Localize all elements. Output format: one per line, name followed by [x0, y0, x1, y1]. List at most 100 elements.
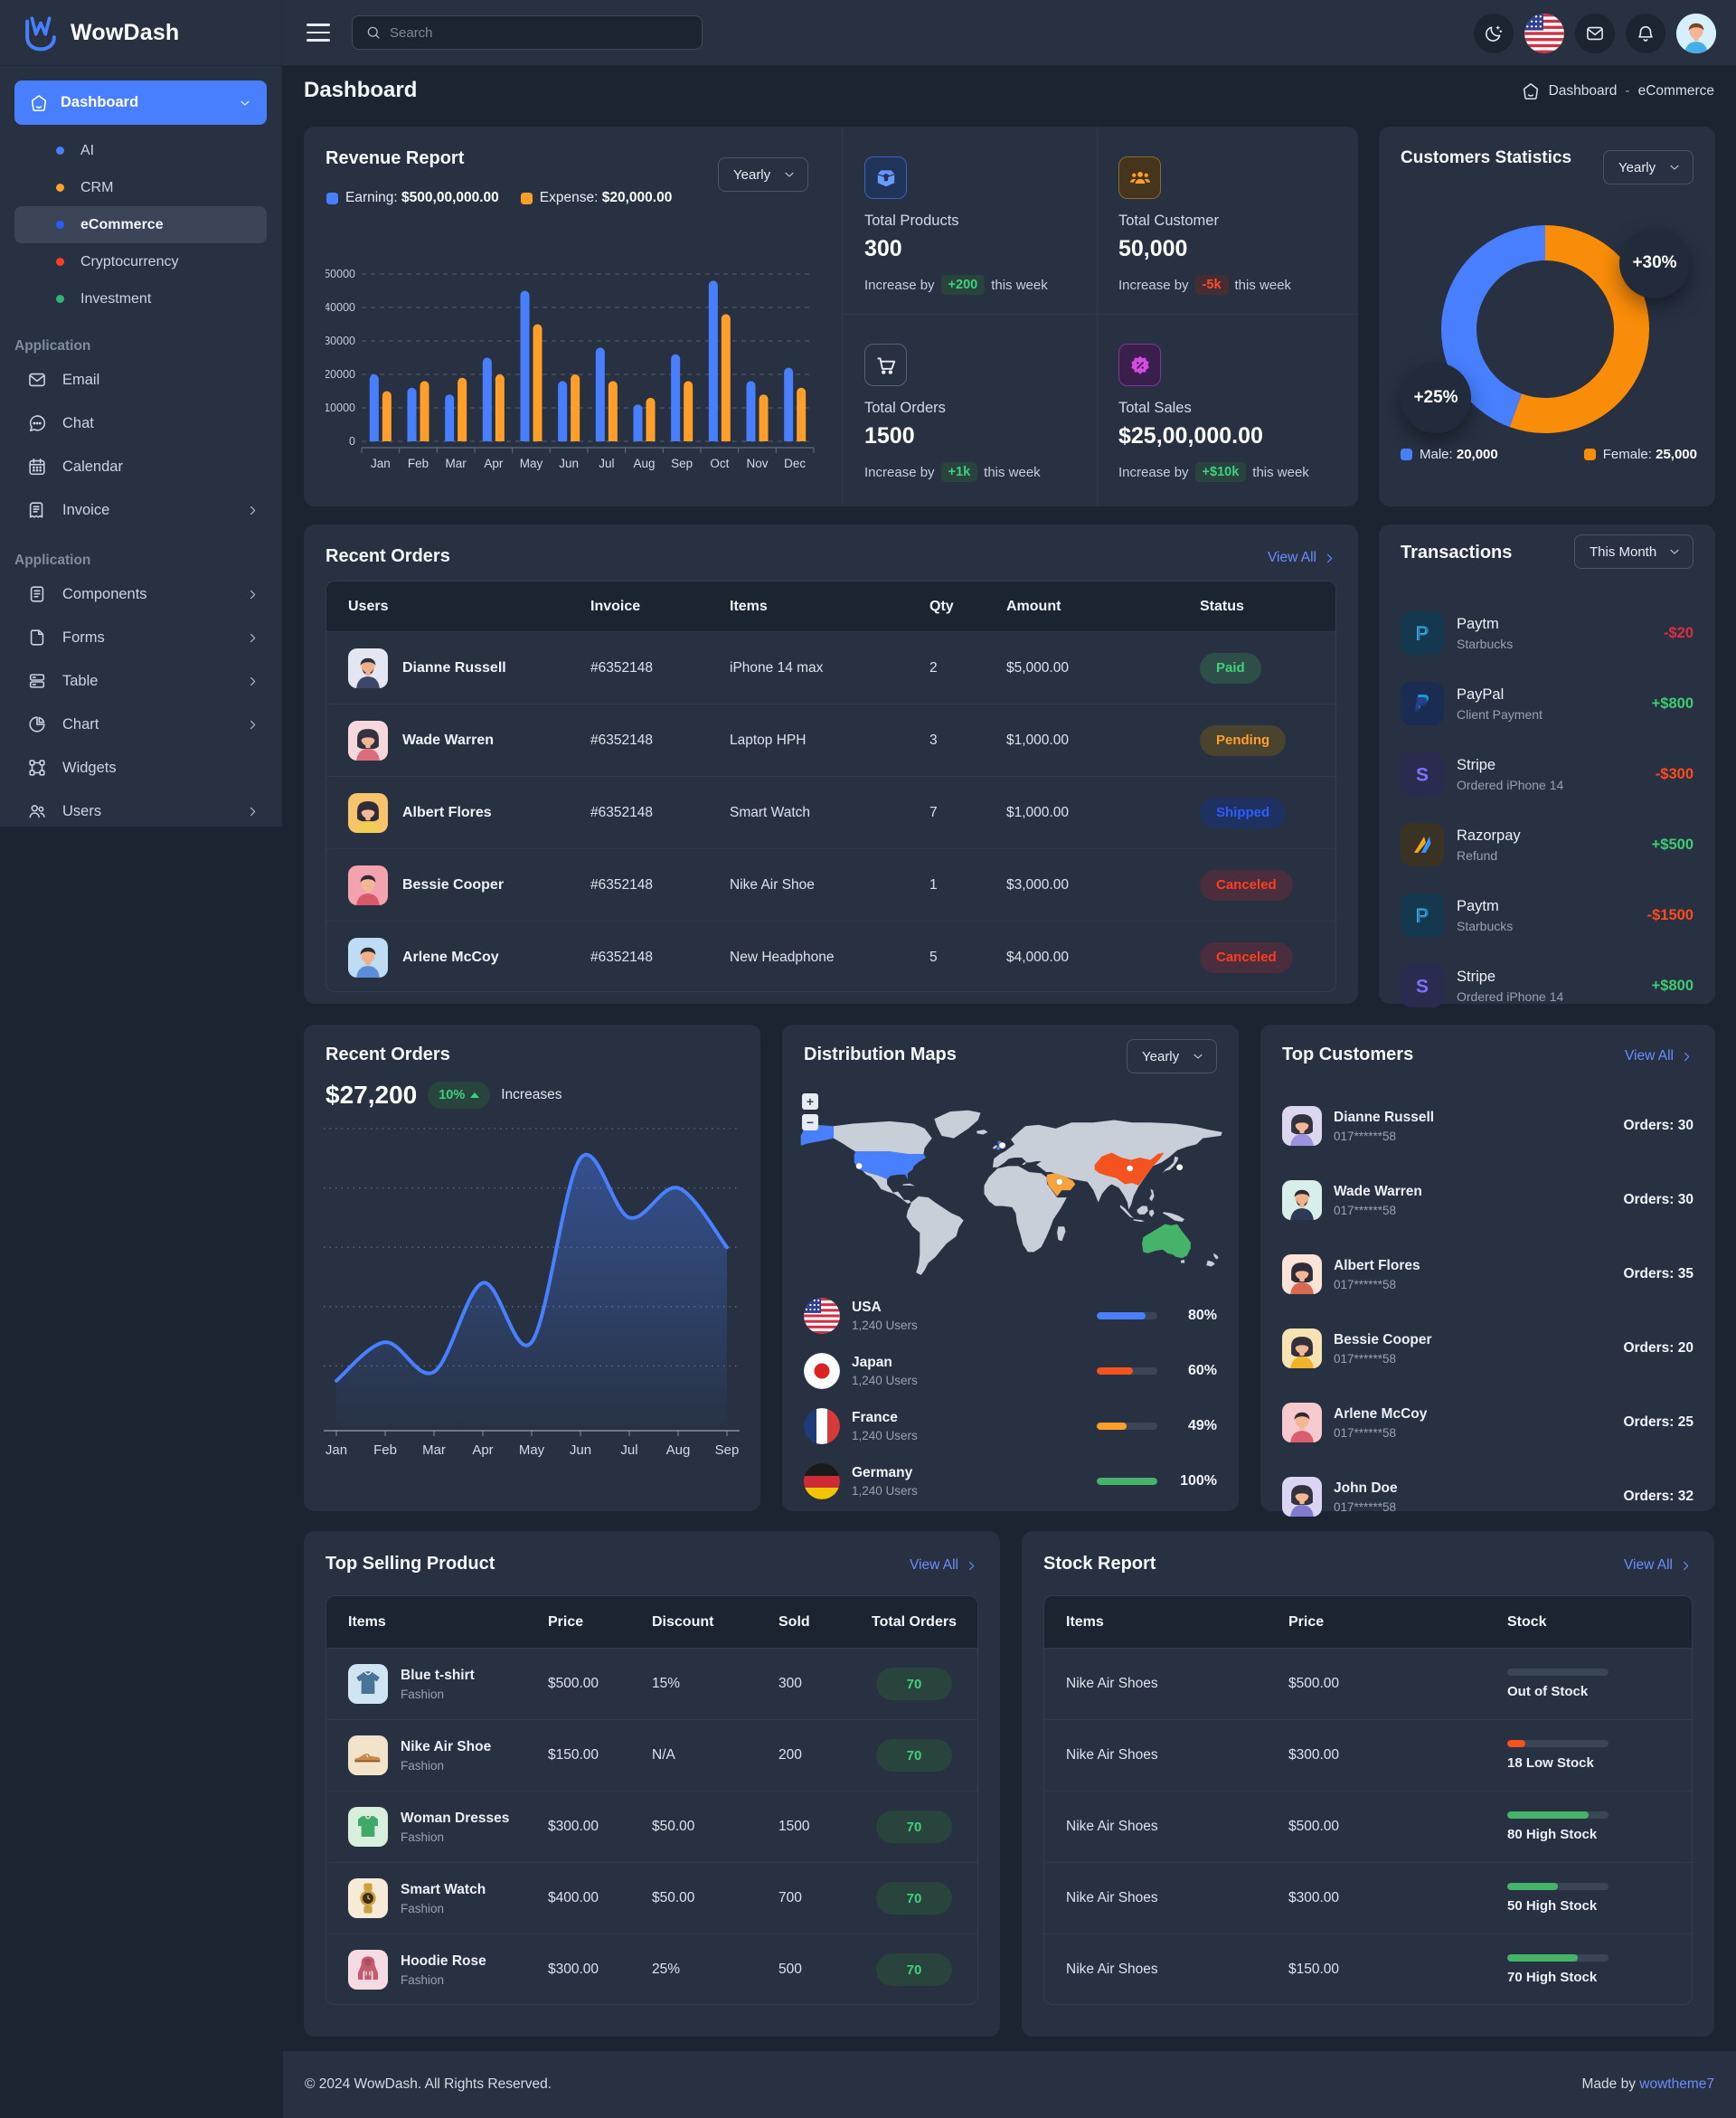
customer-row[interactable]: Dianne Russell 017******58 Orders: 30 [1282, 1094, 1694, 1158]
stock-cell: 50 High Stock [1507, 1883, 1692, 1914]
profile-avatar[interactable] [1676, 13, 1716, 53]
stock-row[interactable]: Nike Air Shoes $150.00 70 High Stock [1044, 1934, 1692, 2004]
product-row[interactable]: Hoodie Rose Fashion $300.00 25% 500 70 [326, 1934, 977, 2004]
product-category: Fashion [401, 1972, 445, 1987]
sidebar-item[interactable]: Calendar [14, 445, 267, 488]
sidebar-item[interactable]: Widgets [14, 746, 267, 790]
svg-text:Jul: Jul [599, 457, 614, 470]
world-map[interactable] [798, 1086, 1223, 1308]
product-row[interactable]: Blue t-shirt Fashion $500.00 15% 300 70 [326, 1648, 977, 1719]
amount-cell: $1,000.00 [1006, 804, 1069, 820]
order-row[interactable]: Dianne Russell #6352148 iPhone 14 max 2 … [326, 631, 1335, 704]
sidebar-subitem[interactable]: AI [14, 132, 267, 169]
sidebar-item[interactable]: Users [14, 790, 267, 833]
svg-text:Mar: Mar [422, 1442, 446, 1458]
svg-text:Jan: Jan [326, 1442, 347, 1458]
top-customers-view-all-link[interactable]: View All [1625, 1048, 1694, 1064]
customer-name: Dianne Russell [1334, 1109, 1435, 1125]
revenue-report-title: Revenue Report [326, 148, 465, 168]
sidebar-subitem[interactable]: Cryptocurrency [14, 243, 267, 280]
sidebar-subitem[interactable]: eCommerce [14, 206, 267, 243]
payment-logo-tile: S [1401, 752, 1444, 796]
messages-button[interactable] [1575, 13, 1615, 53]
menu-toggle-button[interactable] [307, 24, 330, 42]
map-zoom-in-button[interactable]: + [802, 1093, 818, 1110]
product-row[interactable]: Smart Watch Fashion $400.00 $50.00 700 7… [326, 1862, 977, 1934]
transaction-name: Stripe [1457, 968, 1496, 985]
order-row[interactable]: Wade Warren #6352148 Laptop HPH 3 $1,000… [326, 704, 1335, 776]
bullet-dot-icon [56, 258, 64, 266]
customers-period-select[interactable]: Yearly [1603, 150, 1694, 184]
users-cell: Bessie Cooper [326, 865, 590, 905]
sidebar-item-dashboard[interactable]: Dashboard [14, 80, 267, 125]
customer-info: Dianne Russell 017******58 [1334, 1110, 1434, 1143]
notifications-button[interactable] [1626, 13, 1665, 53]
sidebar-item[interactable]: Email [14, 358, 267, 402]
map-period-select[interactable]: Yearly [1127, 1039, 1217, 1073]
sidebar-group-2: Components Forms Table Chart Widgets [0, 572, 281, 833]
stock-row[interactable]: Nike Air Shoes $500.00 Out of Stock [1044, 1648, 1692, 1719]
sidebar-item[interactable]: Chat [14, 402, 267, 445]
sidebar-item[interactable]: Invoice [14, 488, 267, 532]
transaction-info: Razorpay Refund [1457, 827, 1521, 863]
transaction-row[interactable]: PayPal Client Payment +$800 [1401, 668, 1694, 739]
stock-report-view-all-link[interactable]: View All [1624, 1557, 1693, 1574]
stock-progress [1507, 1740, 1609, 1747]
distribution-maps-title: Distribution Maps [804, 1045, 957, 1064]
column-header: Invoice [590, 598, 641, 614]
order-row[interactable]: Bessie Cooper #6352148 Nike Air Shoe 1 $… [326, 848, 1335, 921]
sidebar-item[interactable]: Components [14, 572, 267, 616]
product-info: Nike Air Shoe Fashion [401, 1739, 491, 1773]
revenue-period-select[interactable]: Yearly [718, 157, 808, 192]
map-zoom-out-button[interactable]: − [802, 1114, 818, 1130]
sidebar-item[interactable]: Table [14, 659, 267, 703]
country-progress [1097, 1423, 1157, 1430]
sidebar-item-label: Chart [62, 715, 99, 733]
sidebar-item[interactable]: Chart [14, 703, 267, 746]
stock-row[interactable]: Nike Air Shoes $500.00 80 High Stock [1044, 1791, 1692, 1862]
customer-row[interactable]: Wade Warren 017******58 Orders: 30 [1282, 1168, 1694, 1232]
copyright-text: © 2024 WowDash. All Rights Reserved. [305, 2076, 552, 2092]
customer-row[interactable]: John Doe 017******58 Orders: 32 [1282, 1465, 1694, 1528]
transaction-row[interactable]: S Stripe Ordered iPhone 14 -$300 [1401, 739, 1694, 809]
order-row[interactable]: Arlene McCoy #6352148 New Headphone 5 $4… [326, 921, 1335, 991]
sidebar-group-1: Email Chat Calendar Invoice [0, 358, 281, 532]
sidebar-item-label: Invoice [62, 501, 110, 518]
chevron-down-icon [1667, 160, 1682, 175]
donut-legend: Male: 20,000 Female: 25,000 [1401, 447, 1697, 462]
transaction-info: Stripe Ordered iPhone 14 [1457, 969, 1563, 1004]
recent-orders-view-all-link[interactable]: View All [1268, 550, 1336, 566]
product-row[interactable]: Woman Dresses Fashion $300.00 $50.00 150… [326, 1791, 977, 1862]
order-row[interactable]: Albert Flores #6352148 Smart Watch 7 $1,… [326, 776, 1335, 848]
customer-row[interactable]: Arlene McCoy 017******58 Orders: 25 [1282, 1391, 1694, 1454]
author-link[interactable]: wowtheme7 [1639, 2076, 1714, 2092]
product-row[interactable]: Nike Air Shoe Fashion $150.00 N/A 200 70 [326, 1719, 977, 1791]
chevron-down-icon [238, 96, 252, 110]
trend-suffix: this week [1234, 277, 1292, 293]
top-selling-table: Items Price Discount Sold Total Orders B… [326, 1595, 978, 2005]
theme-toggle-button[interactable] [1474, 13, 1514, 53]
transaction-row[interactable]: S Stripe Ordered iPhone 14 +$800 [1401, 950, 1694, 1021]
brand[interactable]: WowDash [0, 0, 281, 66]
customer-row[interactable]: Bessie Cooper 017******58 Orders: 20 [1282, 1317, 1694, 1380]
svg-text:Oct: Oct [710, 457, 729, 470]
product-info: Hoodie Rose Fashion [401, 1953, 486, 1987]
stock-row[interactable]: Nike Air Shoes $300.00 18 Low Stock [1044, 1719, 1692, 1791]
language-button[interactable] [1524, 13, 1564, 53]
sidebar-item[interactable]: Forms [14, 616, 267, 659]
top-selling-view-all-link[interactable]: View All [910, 1557, 978, 1574]
stock-row[interactable]: Nike Air Shoes $300.00 50 High Stock [1044, 1862, 1692, 1934]
stat-icon [874, 166, 898, 190]
sidebar-item-label: Chat [62, 414, 94, 431]
sidebar-subitem[interactable]: Investment [14, 280, 267, 317]
transaction-subtitle: Refund [1457, 847, 1498, 863]
transaction-row[interactable]: Razorpay Refund +$500 [1401, 809, 1694, 880]
breadcrumb-root[interactable]: Dashboard [1548, 83, 1618, 99]
search-input[interactable] [390, 24, 689, 41]
customer-row[interactable]: Albert Flores 017******58 Orders: 35 [1282, 1243, 1694, 1306]
sidebar-subitem[interactable]: CRM [14, 169, 267, 206]
kpi-value: $27,200 [326, 1081, 418, 1109]
transactions-period-select[interactable]: This Month [1574, 534, 1694, 569]
